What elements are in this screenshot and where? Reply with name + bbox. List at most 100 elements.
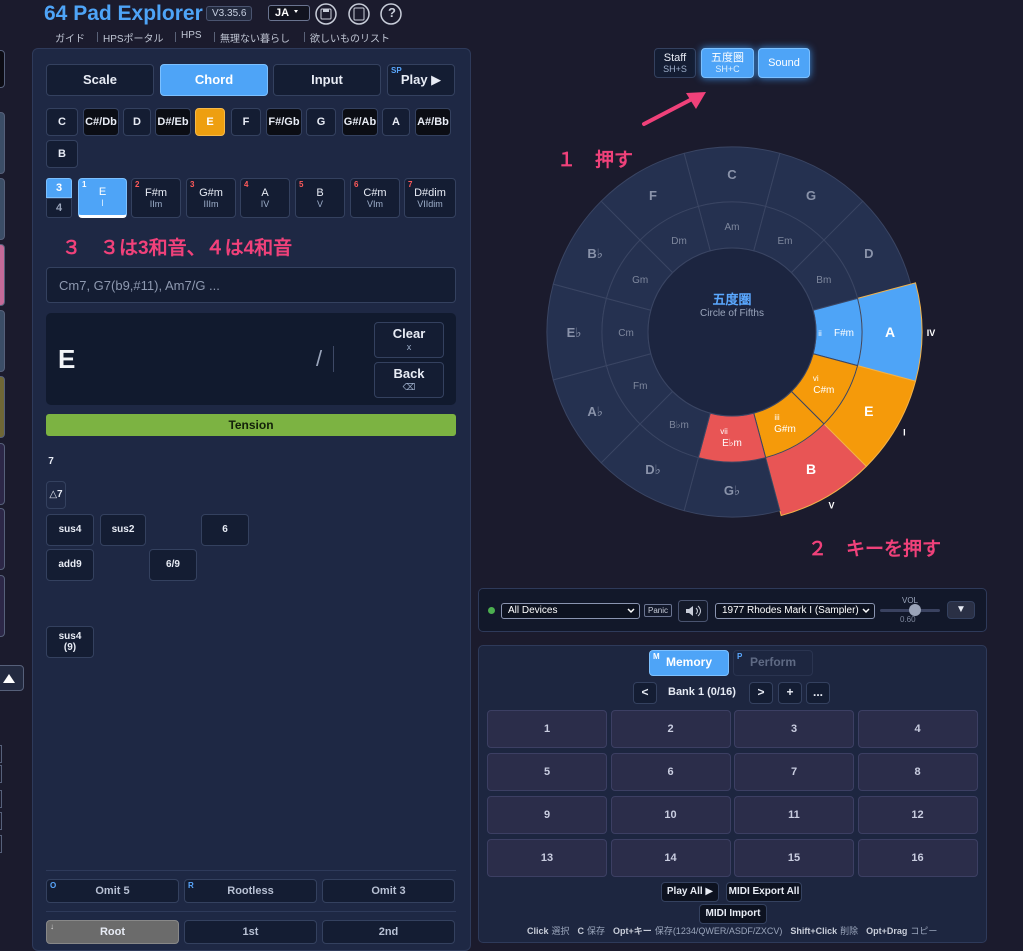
midi-export-button[interactable]: MIDI Export All: [726, 882, 802, 902]
memory-pad[interactable]: 3: [734, 710, 854, 748]
major-key-label: F: [649, 188, 657, 203]
omit-button[interactable]: R Rootless: [184, 879, 317, 903]
button-label: D#/Eb: [157, 115, 189, 128]
memory-pad[interactable]: 4: [857, 710, 978, 748]
button-label: 4: [55, 201, 63, 214]
nav-link[interactable]: HPSポータル: [103, 34, 164, 45]
mode-tab[interactable]: Chord: [160, 64, 268, 96]
memory-pad[interactable]: 5: [487, 753, 607, 791]
memory-pad[interactable]: 13: [487, 839, 607, 877]
tension-button[interactable]: sus2: [100, 514, 146, 546]
omit-button[interactable]: O Omit 5: [46, 879, 179, 903]
button-label: F#/Gb: [268, 115, 300, 128]
tension-button[interactable]: add9: [46, 549, 94, 581]
memory-pad[interactable]: 11: [734, 796, 854, 834]
tension-button[interactable]: 7: [44, 452, 58, 472]
memory-tab[interactable]: M Memory: [649, 650, 729, 676]
degree-label: vii: [720, 427, 728, 436]
tension-button[interactable]: sus4: [46, 514, 94, 546]
perform-tab[interactable]: P Perform: [733, 650, 813, 676]
memory-pad[interactable]: 6: [610, 753, 731, 791]
button-label: 2nd: [378, 925, 399, 938]
key-button[interactable]: A: [382, 108, 410, 136]
nav-link[interactable]: 無理ない暮らし: [220, 34, 290, 45]
nav-link[interactable]: 欲しいものリスト: [310, 34, 390, 45]
nav-link[interactable]: ガイド: [55, 34, 85, 45]
language-select[interactable]: JA: [268, 5, 311, 21]
tension-button[interactable]: 6/9: [149, 549, 197, 581]
degree-card[interactable]: 3 G#m IIIm: [186, 178, 236, 218]
instrument-select[interactable]: 1977 Rhodes Mark I (Sampler): [715, 603, 875, 619]
degree-label: vi: [813, 374, 819, 383]
bank-more[interactable]: ...: [806, 682, 830, 704]
chord-size-toggle[interactable]: 3: [46, 178, 72, 198]
bank-next[interactable]: >: [749, 682, 773, 704]
key-button[interactable]: A#/Bb: [415, 108, 451, 136]
tension-header: Tension: [46, 414, 456, 436]
nav-link[interactable]: HPS: [181, 30, 202, 41]
key-button[interactable]: B: [46, 140, 78, 168]
inversion-button[interactable]: ↓ Root: [46, 920, 179, 944]
degree-card[interactable]: 7 D#dim VIIdim: [404, 178, 456, 218]
button-label: Input: [311, 71, 343, 87]
bank-add[interactable]: +: [778, 682, 802, 704]
shortcut-hint: IV: [260, 199, 270, 210]
key-button[interactable]: C#/Db: [83, 108, 119, 136]
degree-card[interactable]: 2 F#m IIm: [131, 178, 181, 218]
device-menu-button[interactable]: ▼: [947, 601, 975, 619]
tension-button[interactable]: △7: [46, 481, 66, 509]
tension-button[interactable]: sus4 (9): [46, 626, 94, 658]
view-button[interactable]: Sound: [758, 48, 810, 78]
key-button[interactable]: F#/Gb: [266, 108, 302, 136]
button-label: 14: [664, 851, 677, 864]
key-button[interactable]: D: [123, 108, 151, 136]
panic-button[interactable]: Panic: [644, 604, 673, 617]
memory-pad[interactable]: 10: [610, 796, 731, 834]
mode-tab[interactable]: Scale: [46, 64, 154, 96]
memory-pad[interactable]: 8: [857, 753, 978, 791]
button-label: ▼: [956, 604, 966, 616]
key-button[interactable]: C: [46, 108, 78, 136]
help-icon: ?: [388, 5, 396, 20]
button-label: Rootless: [227, 884, 274, 897]
device-select[interactable]: All Devices: [501, 603, 640, 619]
mode-tab[interactable]: Input: [273, 64, 381, 96]
mode-tab[interactable]: SP Play ▶: [387, 64, 455, 96]
tension-button[interactable]: 6: [201, 514, 249, 546]
memory-pad[interactable]: 9: [487, 796, 607, 834]
memory-pad[interactable]: 16: [857, 839, 978, 877]
minor-key-label: Bm: [816, 275, 831, 286]
speaker-button[interactable]: [678, 600, 708, 622]
chord-input[interactable]: Cm7, G7(b9,#11), Am7/G ...: [46, 267, 456, 303]
key-button[interactable]: E: [195, 108, 225, 136]
degree-card[interactable]: 6 C#m VIm: [350, 178, 400, 218]
memory-pad[interactable]: 1: [487, 710, 607, 748]
memory-pad[interactable]: 2: [610, 710, 731, 748]
inversion-button[interactable]: 2nd: [322, 920, 455, 944]
memory-pad[interactable]: 7: [734, 753, 854, 791]
memory-pad[interactable]: 14: [610, 839, 731, 877]
play-all-button[interactable]: Play All ▶: [661, 882, 719, 902]
chord-size-toggle[interactable]: 4: [46, 198, 72, 218]
key-button[interactable]: G#/Ab: [342, 108, 378, 136]
bank-prev[interactable]: <: [633, 682, 657, 704]
key-button[interactable]: G: [306, 108, 336, 136]
midi-import-button[interactable]: MIDI Import: [699, 904, 767, 924]
degree-card[interactable]: 4 A IV: [240, 178, 290, 218]
clear-button[interactable]: Clear x: [374, 322, 444, 358]
key-button[interactable]: D#/Eb: [155, 108, 191, 136]
back-button[interactable]: Back ⌫: [374, 362, 444, 398]
view-button[interactable]: 五度圏 SH+C: [701, 48, 754, 78]
minor-key-label: F#m: [834, 328, 854, 339]
memory-pad[interactable]: 12: [857, 796, 978, 834]
inversion-button[interactable]: 1st: [184, 920, 317, 944]
omit-button[interactable]: Omit 3: [322, 879, 455, 903]
memory-pad[interactable]: 15: [734, 839, 854, 877]
key-button[interactable]: F: [231, 108, 261, 136]
button-label: 15: [787, 851, 801, 864]
button-label: Scale: [83, 71, 117, 87]
button-label: Chord: [194, 71, 234, 87]
view-button[interactable]: Staff SH+S: [654, 48, 696, 78]
